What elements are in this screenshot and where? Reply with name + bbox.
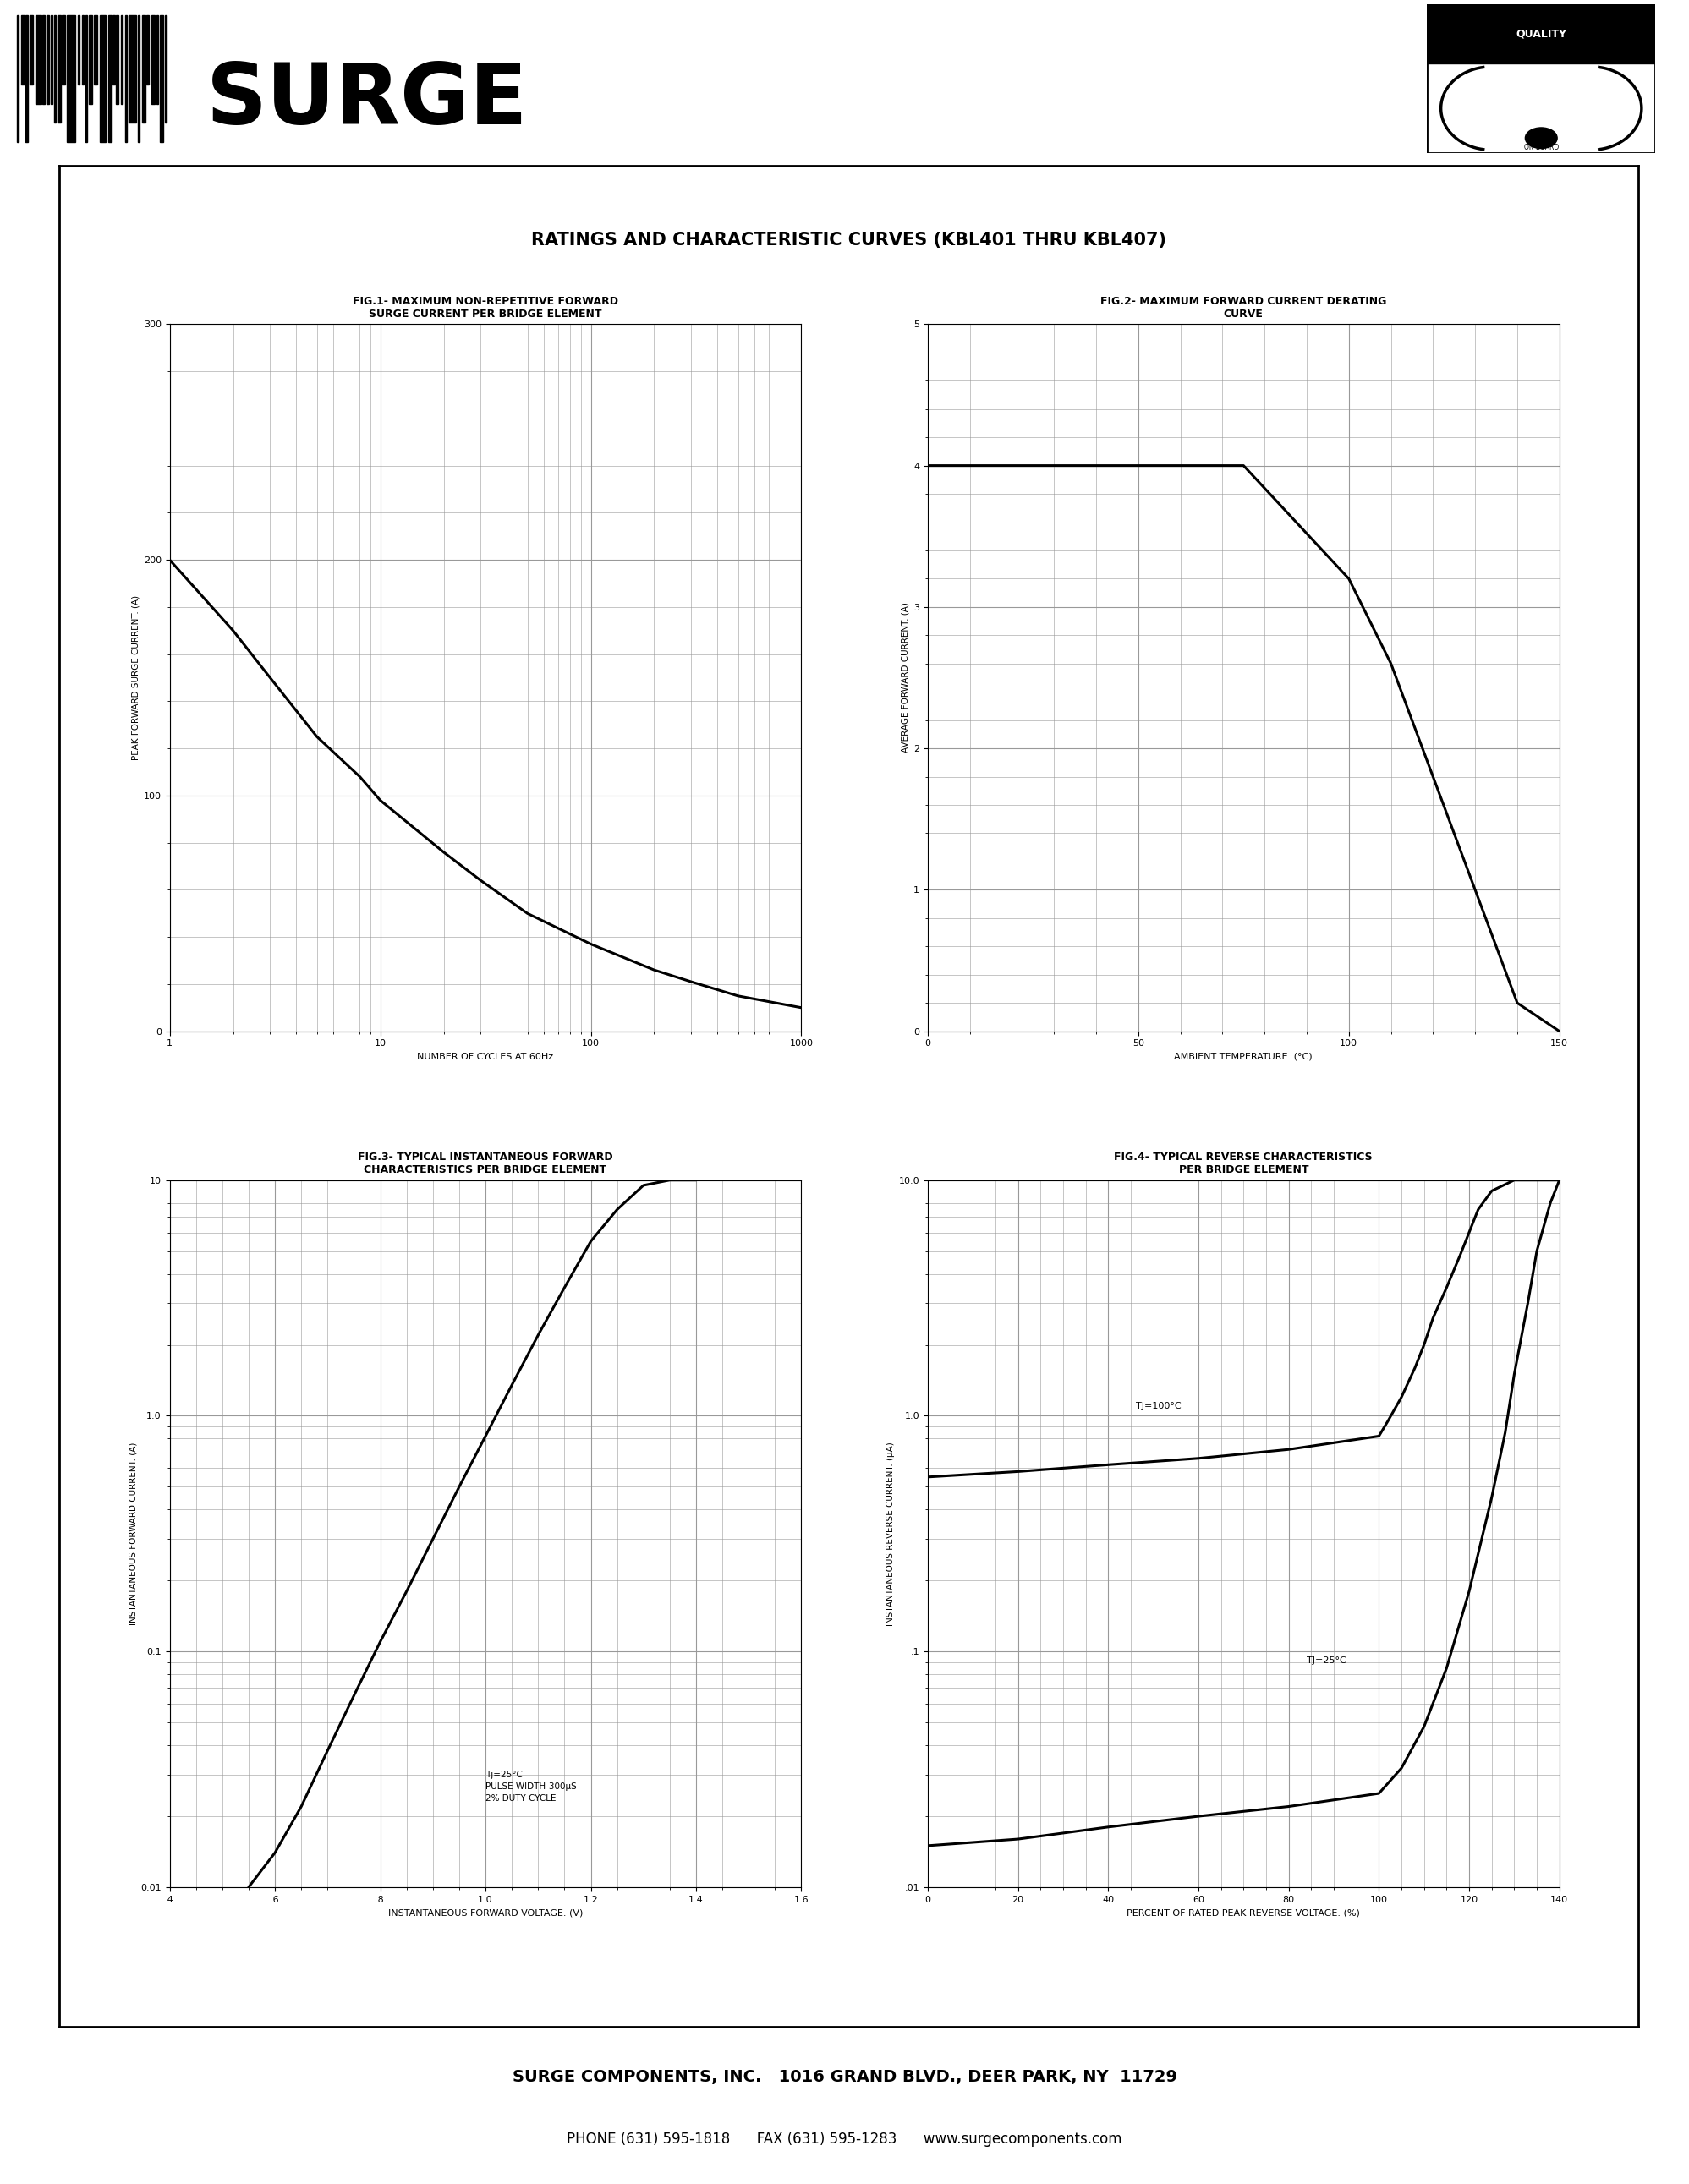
Y-axis label: INSTANTANEOUS FORWARD CURRENT. (A): INSTANTANEOUS FORWARD CURRENT. (A): [128, 1441, 137, 1625]
Bar: [117, 15, 118, 105]
Bar: [68, 15, 74, 142]
Title: FIG.1- MAXIMUM NON-REPETITIVE FORWARD
SURGE CURRENT PER BRIDGE ELEMENT: FIG.1- MAXIMUM NON-REPETITIVE FORWARD SU…: [353, 297, 618, 319]
Text: TJ=100°C: TJ=100°C: [1137, 1402, 1182, 1411]
Bar: [128, 15, 137, 122]
Title: FIG.4- TYPICAL REVERSE CHARACTERISTICS
PER BRIDGE ELEMENT: FIG.4- TYPICAL REVERSE CHARACTERISTICS P…: [1115, 1151, 1373, 1175]
Circle shape: [1525, 127, 1557, 149]
Bar: [166, 15, 167, 122]
Bar: [100, 15, 105, 142]
Text: QUALITY: QUALITY: [1515, 28, 1567, 39]
Title: FIG.2- MAXIMUM FORWARD CURRENT DERATING
CURVE: FIG.2- MAXIMUM FORWARD CURRENT DERATING …: [1101, 297, 1387, 319]
Bar: [42, 15, 44, 105]
Bar: [81, 15, 84, 85]
X-axis label: AMBIENT TEMPERATURE. (°C): AMBIENT TEMPERATURE. (°C): [1174, 1053, 1312, 1061]
Bar: [95, 15, 98, 85]
Text: TJ=25°C: TJ=25°C: [1307, 1658, 1346, 1664]
Bar: [78, 15, 79, 85]
Bar: [125, 15, 127, 142]
Bar: [88, 15, 91, 105]
Bar: [84, 15, 88, 142]
Bar: [47, 15, 49, 105]
Bar: [57, 15, 61, 122]
Bar: [142, 15, 145, 122]
Bar: [62, 15, 66, 85]
Text: RATINGS AND CHARACTERISTIC CURVES (KBL401 THRU KBL407): RATINGS AND CHARACTERISTIC CURVES (KBL40…: [530, 232, 1167, 249]
Title: FIG.3- TYPICAL INSTANTANEOUS FORWARD
CHARACTERISTICS PER BRIDGE ELEMENT: FIG.3- TYPICAL INSTANTANEOUS FORWARD CHA…: [358, 1151, 613, 1175]
Bar: [51, 15, 52, 105]
Bar: [122, 15, 123, 105]
Bar: [160, 15, 164, 142]
Bar: [20, 15, 24, 85]
Text: PHONE (631) 595-1818      FAX (631) 595-1283      www.surgecomponents.com: PHONE (631) 595-1818 FAX (631) 595-1283 …: [568, 2132, 1121, 2147]
Text: ON BOARD: ON BOARD: [1523, 144, 1559, 151]
Bar: [155, 15, 159, 105]
Bar: [113, 15, 115, 85]
Y-axis label: PEAK FORWARD SURGE CURRENT. (A): PEAK FORWARD SURGE CURRENT. (A): [132, 596, 140, 760]
Text: Tj=25°C
PULSE WIDTH-300μS
2% DUTY CYCLE: Tj=25°C PULSE WIDTH-300μS 2% DUTY CYCLE: [485, 1771, 576, 1802]
X-axis label: NUMBER OF CYCLES AT 60Hz: NUMBER OF CYCLES AT 60Hz: [417, 1053, 554, 1061]
Bar: [35, 15, 41, 105]
Bar: [147, 15, 149, 85]
Bar: [54, 15, 56, 122]
Bar: [138, 15, 140, 142]
Bar: [25, 15, 27, 142]
Text: SURGE: SURGE: [206, 59, 527, 142]
Bar: [1427, 4, 1655, 63]
Bar: [30, 15, 34, 85]
Y-axis label: INSTANTANEOUS REVERSE CURRENT. (μA): INSTANTANEOUS REVERSE CURRENT. (μA): [887, 1441, 895, 1625]
Text: SURGE COMPONENTS, INC.   1016 GRAND BLVD., DEER PARK, NY  11729: SURGE COMPONENTS, INC. 1016 GRAND BLVD.,…: [512, 2068, 1177, 2086]
X-axis label: INSTANTANEOUS FORWARD VOLTAGE. (V): INSTANTANEOUS FORWARD VOLTAGE. (V): [388, 1909, 583, 1918]
Bar: [17, 15, 19, 142]
X-axis label: PERCENT OF RATED PEAK REVERSE VOLTAGE. (%): PERCENT OF RATED PEAK REVERSE VOLTAGE. (…: [1127, 1909, 1360, 1918]
Y-axis label: AVERAGE FORWARD CURRENT. (A): AVERAGE FORWARD CURRENT. (A): [902, 603, 910, 753]
Bar: [108, 15, 111, 142]
Bar: [152, 15, 155, 105]
